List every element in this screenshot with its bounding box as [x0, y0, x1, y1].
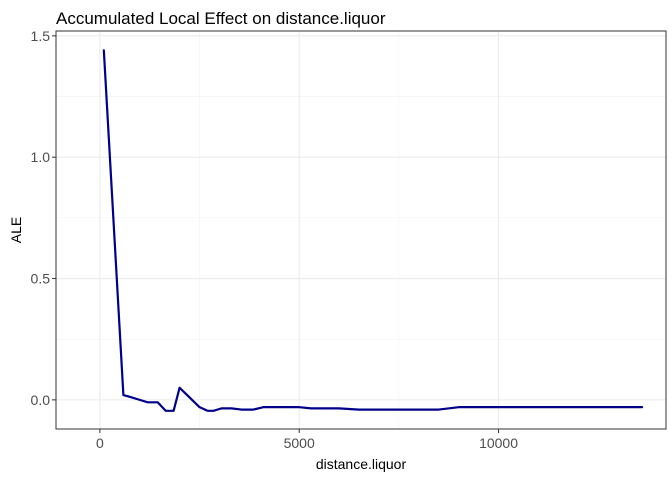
x-tick-label: 0 [96, 435, 104, 451]
plot-panel-border [55, 30, 667, 430]
ale-line [102, 49, 644, 412]
ale-line-layer [102, 49, 644, 412]
y-tick-label: 0.5 [31, 271, 51, 287]
grid [56, 31, 666, 429]
y-tick-label: 1.5 [31, 28, 51, 44]
x-tick-label: 10000 [479, 435, 518, 451]
y-tick-label: 1.0 [31, 149, 51, 165]
x-axis-label: distance.liquor [316, 456, 407, 472]
y-axis-label: ALE [8, 217, 24, 243]
x-tick-label: 5000 [284, 435, 315, 451]
y-tick-label: 0.0 [31, 392, 51, 408]
x-axis-ticks: 0 5000 10000 [96, 429, 518, 451]
y-axis-ticks: 0.0 0.5 1.0 1.5 [31, 28, 56, 408]
chart-title: Accumulated Local Effect on distance.liq… [56, 9, 386, 28]
